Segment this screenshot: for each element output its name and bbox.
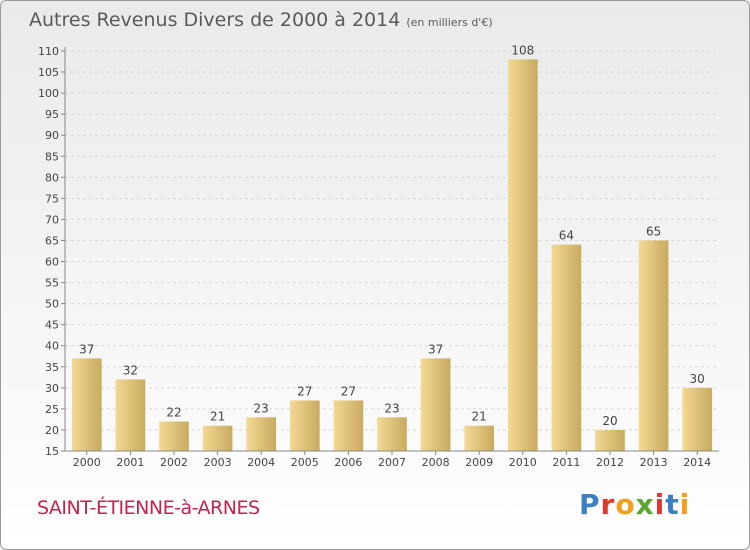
x-tick-label: 2000: [73, 456, 101, 469]
y-tick-label: 95: [45, 108, 59, 121]
value-label: 22: [166, 406, 181, 420]
y-tick-label: 35: [45, 361, 59, 374]
x-tick-label: 2014: [683, 456, 711, 469]
bar-2009: [464, 425, 495, 451]
x-tick-label: 2006: [334, 456, 362, 469]
value-label: 23: [384, 401, 399, 415]
value-label: 27: [297, 384, 312, 398]
place-name: SAINT-ÉTIENNE-à-ARNES: [37, 497, 260, 519]
y-tick-label: 75: [45, 192, 59, 205]
logo-letter: x: [635, 488, 655, 521]
bar-2006: [333, 400, 364, 451]
x-tick-label: 2010: [509, 456, 537, 469]
bar-2007: [377, 417, 407, 451]
bar-2014: [682, 387, 713, 451]
value-label: 37: [79, 342, 94, 356]
bar-2004: [246, 417, 277, 451]
logo-letter: i: [679, 488, 691, 521]
bar-2002: [159, 421, 189, 451]
logo-letter: P: [579, 488, 601, 521]
value-label: 27: [341, 384, 356, 398]
y-tick-label: 90: [45, 129, 59, 142]
y-tick-label: 50: [45, 298, 59, 311]
bar-2012: [595, 429, 625, 451]
x-tick-label: 2004: [247, 456, 275, 469]
chart-unit: (en milliers d'€): [406, 16, 493, 29]
y-tick-label: 65: [45, 234, 59, 247]
x-tick-label: 2013: [640, 456, 668, 469]
x-tick-label: 2005: [291, 456, 319, 469]
bar-2008: [420, 358, 451, 451]
y-tick-label: 105: [38, 66, 59, 79]
value-label: 21: [472, 410, 487, 424]
grid-lines: [65, 50, 719, 452]
logo-letter: t: [665, 488, 680, 521]
x-tick-label: 2011: [552, 456, 580, 469]
y-tick-label: 80: [45, 171, 59, 184]
y-tick-label: 20: [45, 424, 59, 437]
value-label: 21: [210, 410, 225, 424]
y-tick-label: 85: [45, 150, 59, 163]
bar-2005: [289, 400, 320, 451]
y-tick-label: 70: [45, 213, 59, 226]
bar-2003: [202, 425, 233, 451]
logo-letter: i: [654, 488, 666, 521]
y-tick-label: 25: [45, 403, 59, 416]
y-tick-label: 60: [45, 256, 59, 269]
value-labels: 37 32 22 21 23 27 27 23 37 21 108 64 20 65 30: [79, 43, 705, 428]
bars: [71, 59, 713, 451]
value-label: 20: [602, 414, 617, 428]
y-tick-label: 40: [45, 340, 59, 353]
bar-2011: [551, 244, 582, 451]
chart-title: Autres Revenus Divers de 2000 à 2014 (en …: [29, 9, 493, 31]
x-tick-label: 2001: [116, 456, 144, 469]
y-tick-label: 100: [38, 87, 59, 100]
value-label: 30: [690, 372, 705, 386]
bar-2010: [507, 59, 538, 451]
value-label: 23: [254, 401, 269, 415]
value-label: 32: [123, 363, 138, 377]
value-label: 37: [428, 342, 443, 356]
bar-2001: [115, 379, 146, 451]
value-label: 65: [646, 224, 661, 238]
y-tick-label: 55: [45, 277, 59, 290]
x-tick-label: 2009: [465, 456, 493, 469]
bar-2000: [71, 358, 102, 451]
y-tick-label: 110: [38, 45, 59, 58]
x-tick-label: 2007: [378, 456, 406, 469]
bar-2013: [638, 240, 669, 451]
value-label: 64: [559, 229, 574, 243]
proxiti-logo[interactable]: Proxiti: [579, 488, 690, 521]
chart-title-text: Autres Revenus Divers de 2000 à 2014: [29, 9, 401, 31]
x-tick-label: 2008: [422, 456, 450, 469]
y-tick-label: 45: [45, 319, 59, 332]
y-tick-label: 15: [45, 445, 59, 458]
axes: 15 20 25 30 35 40 45 50 55 60 65 70 75 80 85 90 95 100 105…: [38, 45, 719, 469]
x-tick-label: 2003: [204, 456, 232, 469]
x-tick-label: 2012: [596, 456, 624, 469]
y-tick-label: 30: [45, 382, 59, 395]
value-label: 108: [511, 43, 534, 57]
logo-letter: r: [600, 488, 616, 521]
x-tick-label: 2002: [160, 456, 188, 469]
logo-letter: o: [615, 488, 636, 521]
